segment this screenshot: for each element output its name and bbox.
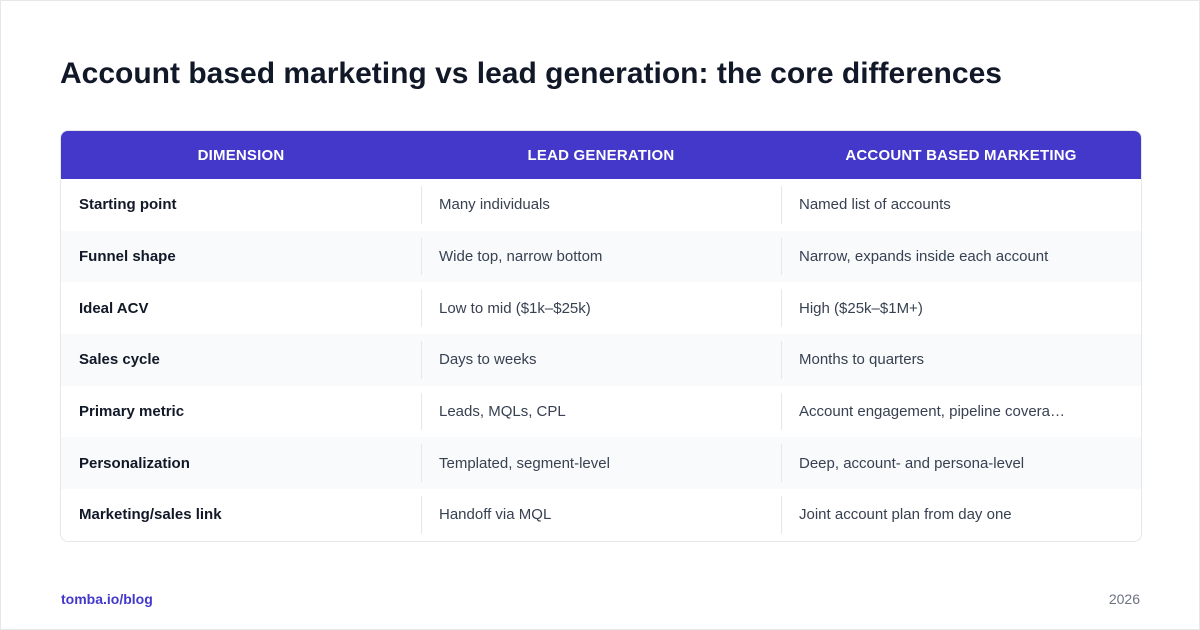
- lead-generation-cell: Low to mid ($1k–$25k): [421, 282, 781, 334]
- abm-cell: High ($25k–$1M+): [781, 282, 1141, 334]
- table-row: Marketing/sales link Handoff via MQL Joi…: [61, 489, 1141, 541]
- dimension-cell: Personalization: [79, 454, 190, 472]
- abm-cell: Joint account plan from day one: [781, 489, 1141, 541]
- table-row: Funnel shape Wide top, narrow bottom Nar…: [61, 230, 1141, 283]
- header-lead-generation: LEAD GENERATION: [527, 146, 675, 164]
- table-row: Ideal ACV Low to mid ($1k–$25k) High ($2…: [61, 282, 1141, 334]
- abm-cell: Narrow, expands inside each account: [781, 231, 1141, 283]
- dimension-cell: Starting point: [79, 196, 177, 214]
- lead-generation-cell: Leads, MQLs, CPL: [421, 386, 781, 438]
- lead-generation-cell: Wide top, narrow bottom: [421, 231, 781, 283]
- table-row: Primary metric Leads, MQLs, CPL Account …: [61, 386, 1141, 438]
- header-account-based-marketing: ACCOUNT BASED MARKETING: [845, 146, 1077, 164]
- table-row: Sales cycle Days to weeks Months to quar…: [61, 334, 1141, 386]
- abm-cell: Months to quarters: [781, 334, 1141, 386]
- table-row: Starting point Many individuals Named li…: [61, 179, 1141, 231]
- publication-year: 2026: [1108, 591, 1140, 607]
- abm-cell: Account engagement, pipeline covera…: [781, 386, 1141, 438]
- lead-generation-cell: Handoff via MQL: [421, 489, 781, 541]
- page-title: Account based marketing vs lead generati…: [60, 57, 1002, 90]
- table-header-row: DIMENSION LEAD GENERATION ACCOUNT BASED …: [61, 131, 1141, 179]
- table-row: Personalization Templated, segment-level…: [61, 437, 1141, 490]
- dimension-cell: Ideal ACV: [79, 299, 149, 317]
- dimension-cell: Primary metric: [79, 403, 185, 421]
- lead-generation-cell: Templated, segment-level: [421, 437, 781, 489]
- comparison-table: DIMENSION LEAD GENERATION ACCOUNT BASED …: [60, 130, 1142, 542]
- header-dimension: DIMENSION: [197, 146, 285, 164]
- abm-cell: Named list of accounts: [781, 179, 1141, 231]
- abm-cell: Deep, account- and persona-level: [781, 437, 1141, 489]
- lead-generation-cell: Days to weeks: [421, 334, 781, 386]
- blog-link[interactable]: tomba.io/blog: [61, 591, 153, 607]
- dimension-cell: Funnel shape: [79, 248, 176, 266]
- dimension-cell: Marketing/sales link: [79, 506, 222, 524]
- lead-generation-cell: Many individuals: [421, 179, 781, 231]
- dimension-cell: Sales cycle: [79, 351, 160, 369]
